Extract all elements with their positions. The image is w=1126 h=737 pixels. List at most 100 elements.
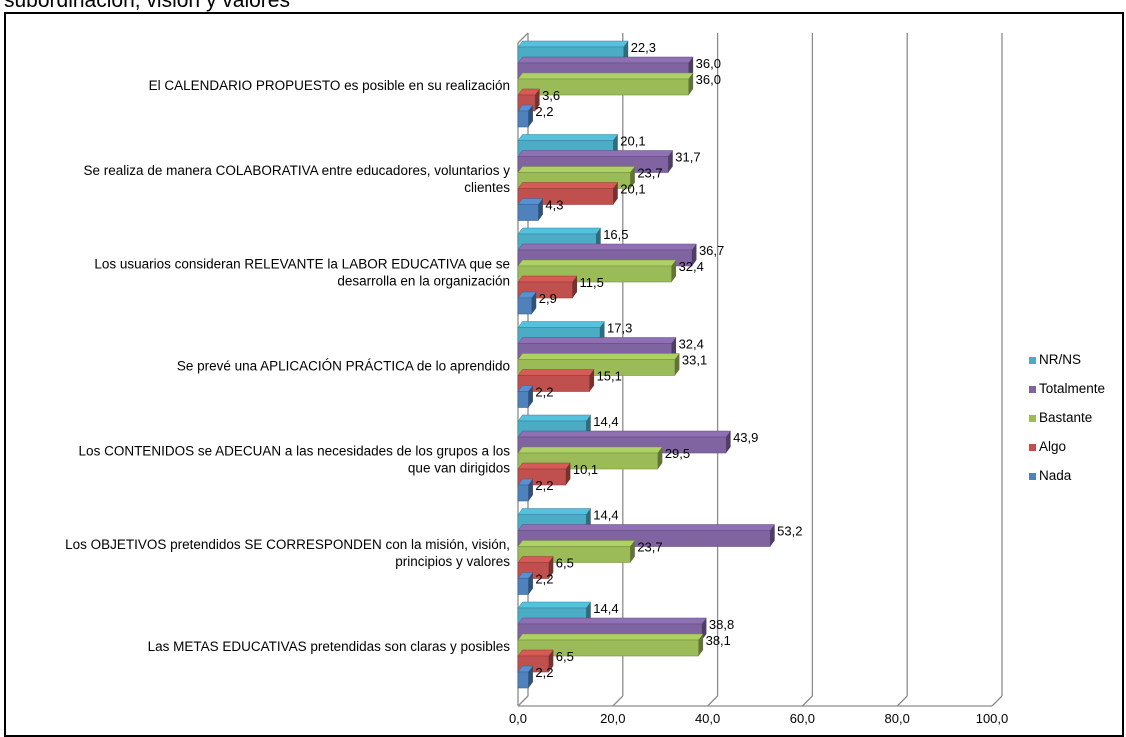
bar-top-face bbox=[517, 524, 776, 531]
bar-top-face bbox=[517, 321, 606, 328]
category-label: Se realiza de manera COLABORATIVA entre … bbox=[84, 163, 511, 178]
bar-end-face bbox=[538, 198, 543, 221]
floor-gridline bbox=[707, 695, 719, 707]
data-label: 2,2 bbox=[535, 104, 553, 119]
bar-top-face bbox=[517, 56, 694, 64]
bar-nada bbox=[517, 110, 529, 128]
data-label: 43,9 bbox=[733, 430, 758, 445]
legend-label: NR/NS bbox=[1039, 352, 1081, 367]
bar-top-face bbox=[517, 540, 636, 547]
bar-top-face bbox=[517, 259, 677, 267]
bar-top-face bbox=[517, 508, 592, 515]
bar-end-face bbox=[630, 540, 635, 563]
x-tick-label: 100,0 bbox=[976, 711, 1009, 726]
bar-top-face bbox=[517, 243, 697, 251]
legend-swatch bbox=[1029, 386, 1036, 393]
data-label: 2,9 bbox=[539, 291, 557, 306]
data-label: 16,5 bbox=[603, 227, 628, 242]
bar-end-face bbox=[691, 244, 697, 266]
bar-end-face bbox=[589, 369, 595, 392]
legend-swatch bbox=[1029, 444, 1036, 451]
data-label: 2,2 bbox=[535, 385, 553, 400]
bar-nada bbox=[517, 391, 529, 408]
bar-top-face bbox=[517, 462, 571, 470]
floor-gridline bbox=[612, 695, 624, 707]
bar-top-face bbox=[517, 134, 619, 141]
data-label: 2,2 bbox=[535, 478, 553, 493]
category-label: Los OBJETIVOS pretendidos SE CORRESPONDE… bbox=[65, 537, 510, 552]
data-label: 2,2 bbox=[535, 572, 553, 587]
data-label: 33,1 bbox=[682, 353, 707, 368]
bar-end-face bbox=[528, 479, 533, 501]
data-label: 23,7 bbox=[637, 540, 662, 555]
data-label: 11,5 bbox=[580, 275, 604, 290]
bar-end-face bbox=[572, 276, 578, 298]
data-label: 36,0 bbox=[696, 56, 721, 71]
bar-end-face bbox=[528, 105, 533, 127]
bar-top-face bbox=[517, 617, 707, 625]
x-tick-label: 80,0 bbox=[885, 711, 910, 726]
category-label: Las METAS EDUCATIVAS pretendidas son cla… bbox=[148, 639, 511, 654]
data-label: 4,3 bbox=[545, 198, 563, 213]
bar-top-face bbox=[517, 166, 636, 173]
legend-swatch bbox=[1029, 415, 1036, 422]
bar-nada bbox=[517, 484, 529, 502]
bar-top-face bbox=[517, 275, 578, 283]
bar-end-face bbox=[613, 182, 618, 205]
top-text-fragment: subordinación, visión y valores bbox=[4, 0, 290, 12]
data-label: 20,1 bbox=[620, 134, 645, 149]
bar-end-face bbox=[548, 556, 554, 579]
data-label: 29,5 bbox=[665, 446, 690, 461]
category-label: Se prevé una APLICACIÓN PRÁCTICA de lo a… bbox=[177, 359, 510, 374]
data-label: 14,4 bbox=[593, 414, 618, 429]
bar-top-face bbox=[517, 40, 629, 48]
x-tick-label: 0,0 bbox=[509, 711, 527, 726]
bar-top-face bbox=[517, 72, 694, 80]
category-label: que van dirigidos bbox=[408, 461, 510, 476]
bar-top-face bbox=[517, 353, 680, 360]
bar-top-face bbox=[517, 369, 595, 376]
bar-end-face bbox=[657, 447, 663, 469]
data-label: 14,4 bbox=[593, 601, 618, 616]
data-label: 36,7 bbox=[699, 243, 724, 258]
x-tick-label: 60,0 bbox=[790, 711, 815, 726]
bar-end-face bbox=[726, 431, 731, 453]
data-label: 10,1 bbox=[573, 462, 598, 477]
data-label: 32,4 bbox=[679, 337, 704, 352]
category-label: clientes bbox=[464, 180, 510, 195]
data-label: 20,1 bbox=[620, 182, 645, 197]
floor-gridline bbox=[991, 695, 1003, 707]
category-label: principios y valores bbox=[395, 554, 510, 569]
bar-end-face bbox=[674, 353, 680, 376]
data-label: 31,7 bbox=[675, 150, 700, 165]
data-label: 22,3 bbox=[631, 40, 656, 55]
bar-top-face bbox=[517, 601, 592, 609]
floor-gridline bbox=[801, 695, 813, 707]
category-label: El CALENDARIO PROPUESTO es posible en su… bbox=[149, 78, 510, 93]
data-label: 36,0 bbox=[696, 72, 721, 87]
floor-gridline bbox=[896, 695, 908, 707]
bar-end-face bbox=[668, 150, 673, 173]
bar-end-face bbox=[688, 73, 694, 95]
bar-end-face bbox=[535, 89, 540, 111]
data-label: 14,4 bbox=[593, 508, 618, 523]
data-label: 23,7 bbox=[637, 166, 662, 181]
bar-end-face bbox=[528, 572, 533, 595]
legend-swatch bbox=[1029, 473, 1036, 480]
data-label: 38,1 bbox=[706, 633, 731, 648]
bar-nada bbox=[517, 204, 539, 221]
bar-nada bbox=[517, 578, 529, 595]
bar-end-face bbox=[630, 166, 635, 189]
bar-top-face bbox=[517, 150, 674, 157]
bar-nada bbox=[517, 671, 529, 689]
bar-top-face bbox=[517, 446, 663, 454]
bar-end-face bbox=[770, 524, 775, 547]
side-wall-top bbox=[517, 32, 529, 44]
data-label: 6,5 bbox=[556, 556, 574, 571]
data-label: 3,6 bbox=[542, 88, 560, 103]
data-label: 6,5 bbox=[556, 649, 574, 664]
legend-label: Bastante bbox=[1039, 410, 1092, 425]
bar-end-face bbox=[565, 463, 571, 485]
bar-top-face bbox=[517, 556, 554, 563]
